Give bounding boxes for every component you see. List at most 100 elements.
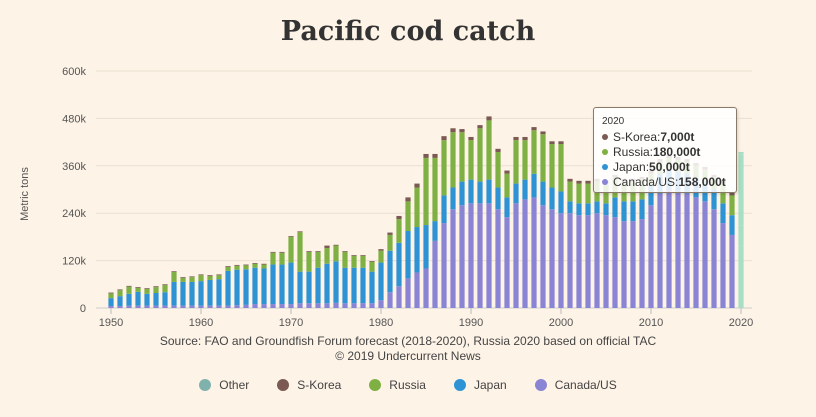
bar-segment: [288, 262, 294, 305]
legend: Other S-Korea Russia Japan Canada/US: [0, 378, 816, 392]
bar-segment: [342, 267, 348, 304]
x-tick-label: 2000: [549, 317, 573, 329]
bar-segment: [648, 205, 654, 308]
bar-segment: [297, 303, 303, 308]
bar-segment: [432, 153, 438, 158]
bar-segment: [360, 303, 366, 308]
bar-segment: [423, 268, 429, 308]
tooltip-dot: [602, 179, 608, 185]
bar-segment: [396, 242, 402, 287]
tooltip-label: Russia:: [613, 145, 654, 159]
legend-label: Canada/US: [554, 378, 617, 392]
bar-segment: [153, 292, 159, 306]
bar-segment: [630, 201, 636, 222]
bar-segment: [306, 251, 312, 252]
bar-segment: [585, 203, 591, 216]
bar-segment: [297, 271, 303, 304]
legend-swatch: [369, 379, 382, 391]
legend-swatch: [199, 379, 212, 391]
bar-segment: [738, 225, 744, 246]
bar-segment: [423, 157, 429, 226]
bar-segment: [378, 250, 384, 263]
bar-segment: [486, 203, 492, 308]
bar-segment: [495, 151, 501, 188]
bar-segment: [702, 201, 708, 308]
legend-label: Russia: [389, 378, 426, 392]
bar-segment: [720, 203, 726, 224]
bar-segment: [468, 203, 474, 308]
tooltip-value: 7,000t: [660, 130, 695, 144]
bar-segment: [207, 276, 213, 280]
bar-segment: [621, 201, 627, 222]
bar-segment: [513, 136, 519, 141]
bar-segment: [639, 219, 645, 308]
bar-segment: [117, 296, 123, 307]
bar-segment: [135, 305, 141, 308]
bar-segment: [513, 183, 519, 204]
bar-segment: [576, 180, 582, 184]
x-tick-label: 1970: [279, 317, 303, 329]
bar-segment: [135, 291, 141, 306]
bar-segment: [180, 281, 186, 306]
bar-segment: [567, 178, 573, 182]
legend-item[interactable]: Russia: [369, 378, 426, 392]
bar-segment: [261, 264, 267, 269]
bar-segment: [108, 293, 114, 299]
legend-item[interactable]: Japan: [453, 378, 507, 392]
bar-segment: [711, 209, 717, 308]
bar-segment: [360, 255, 366, 268]
bar-segment: [585, 183, 591, 204]
bar-segment: [558, 144, 564, 192]
bar-segment: [477, 128, 483, 182]
bar-segment: [279, 252, 285, 265]
bar-segment: [567, 213, 573, 308]
bar-segment: [180, 277, 186, 282]
bar-segment: [171, 305, 177, 308]
bar-segment: [117, 289, 123, 291]
bar-segment: [207, 275, 213, 277]
bar-segment: [405, 230, 411, 279]
bar-segment: [504, 170, 510, 174]
bar-segment: [342, 251, 348, 252]
bar-segment: [459, 129, 465, 133]
bar-segment: [738, 154, 744, 226]
bar-segment: [531, 173, 537, 198]
bar-segment: [522, 179, 528, 200]
bar-segment: [396, 219, 402, 243]
legend-item[interactable]: S-Korea: [277, 378, 341, 392]
bar-segment: [558, 141, 564, 145]
bar-segment: [306, 303, 312, 308]
bar-segment: [495, 148, 501, 152]
bar-segment: [243, 265, 249, 270]
y-tick-label: 120k: [62, 256, 86, 268]
bar-segment: [162, 285, 168, 293]
chart-title: Pacific cod catch: [280, 16, 536, 47]
bar-segment: [378, 249, 384, 251]
bar-segment: [666, 189, 672, 308]
legend-item[interactable]: Canada/US: [534, 378, 617, 392]
bar-segment: [576, 215, 582, 308]
bar-segment: [342, 251, 348, 268]
bar-segment: [297, 232, 303, 272]
bar-segment: [540, 131, 546, 135]
bar-segment: [225, 266, 231, 271]
bar-segment: [333, 302, 339, 308]
bar-segment: [189, 281, 195, 306]
bar-segment: [306, 271, 312, 304]
bar-segment: [216, 275, 222, 280]
bar-segment: [153, 305, 159, 308]
bar-segment: [468, 136, 474, 141]
bar-segment: [351, 255, 357, 268]
bar-segment: [567, 201, 573, 214]
bar-segment: [450, 209, 456, 308]
bar-segment: [270, 251, 276, 253]
tooltip-row: Russia: 180,000t: [602, 145, 700, 159]
bar-segment: [288, 236, 294, 263]
bar-segment: [549, 144, 555, 188]
bar-segment: [603, 215, 609, 308]
legend-item[interactable]: Other: [199, 378, 249, 392]
bar-segment: [171, 271, 177, 273]
bar-segment: [324, 245, 330, 248]
bar-segment: [522, 136, 528, 141]
